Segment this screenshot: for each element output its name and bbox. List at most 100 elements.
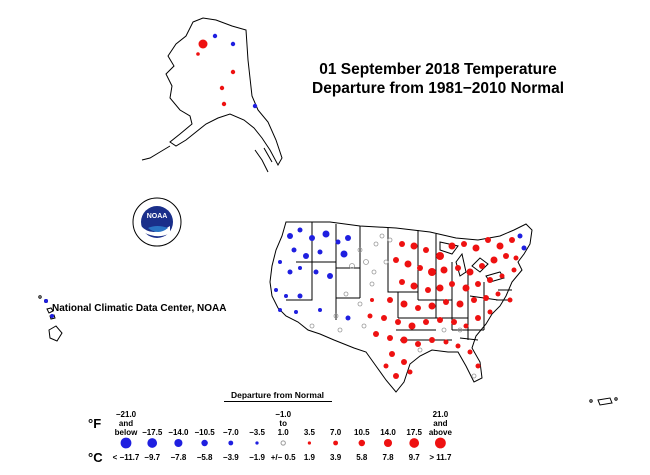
- station-dot: [415, 305, 421, 311]
- station-dot: [503, 253, 509, 259]
- legend-c-label: −3.9: [222, 453, 239, 462]
- legend-c-label: > 11.7: [429, 453, 452, 462]
- station-dot: [471, 297, 477, 303]
- legend-c-label: −1.9: [249, 453, 265, 462]
- noaa-logo: NOAA: [132, 197, 182, 247]
- station-dot: [436, 284, 444, 292]
- legend-symbol: [383, 438, 393, 448]
- station-dot: [404, 260, 412, 268]
- station-dot: [361, 323, 367, 329]
- legend-symbol: [435, 437, 446, 449]
- station-dot: [448, 242, 456, 250]
- station-dot: [309, 235, 315, 241]
- station-dot: [367, 313, 373, 319]
- station-dot: [393, 257, 399, 263]
- station-dot: [455, 343, 461, 349]
- station-dot: [410, 242, 418, 250]
- conus-map: [269, 221, 533, 393]
- station-dot: [490, 256, 498, 264]
- legend-c-label: −5.8: [196, 453, 213, 462]
- station-dot: [425, 287, 431, 293]
- station-dot: [387, 237, 393, 243]
- legend-unit-fahrenheit: °F: [88, 416, 102, 431]
- station-dot: [441, 327, 447, 333]
- station-dot: [383, 259, 389, 265]
- station-dot: [463, 323, 469, 329]
- legend-c-label: 1.9: [303, 453, 315, 462]
- legend-c-label: < −11.7: [112, 453, 140, 462]
- conus-stations: [274, 227, 527, 379]
- station-dot: [462, 284, 470, 292]
- map-title-line-1: 01 September 2018 Temperature: [319, 61, 557, 78]
- station-dot: [345, 315, 351, 321]
- station-dot: [483, 295, 489, 301]
- station-dot: [291, 247, 297, 253]
- station-dot: [423, 247, 429, 253]
- station-dot: [287, 233, 293, 239]
- station-dot: [499, 273, 505, 279]
- station-dot: [369, 281, 375, 287]
- station-dot: [509, 237, 515, 243]
- station-dot: [278, 260, 282, 264]
- puerto-rico-map: [589, 397, 618, 406]
- station-dot: [461, 241, 467, 247]
- legend-unit-celsius: °C: [88, 450, 103, 465]
- station-dot: [440, 266, 448, 274]
- legend-c-label: +/− 0.5: [270, 453, 296, 462]
- legend-c-label: −9.7: [144, 453, 161, 462]
- station-dot: [471, 373, 477, 379]
- station-dot: [313, 269, 319, 275]
- legend-symbol: [280, 440, 286, 446]
- legend-f-label: 7.0: [330, 428, 342, 437]
- station-dot: [387, 335, 393, 341]
- station-dot: [521, 245, 527, 251]
- legend-c-label: 3.9: [330, 453, 342, 462]
- legend-c-label: 9.7: [408, 453, 420, 462]
- station-dot: [278, 308, 282, 312]
- station-dot: [457, 327, 463, 333]
- legend-symbol: [228, 440, 234, 446]
- legend-symbol: [255, 441, 259, 445]
- station-dot: [294, 310, 298, 314]
- station-dot: [475, 363, 481, 369]
- legend-f-label: −7.0: [222, 428, 239, 437]
- station-dot: [345, 235, 351, 241]
- station-dot: [379, 233, 385, 239]
- alaska-map: [141, 17, 283, 173]
- station-dot: [410, 282, 418, 290]
- station-dot: [436, 252, 444, 260]
- legend-f-label: −1.0 to 1.0: [275, 410, 292, 437]
- station-dot: [401, 359, 407, 365]
- legend-title-underline: [224, 401, 332, 402]
- map-title-line-2: Departure from 1981−2010 Normal: [312, 80, 564, 97]
- station-dot: [373, 241, 379, 247]
- legend-f-label: −17.5: [142, 428, 163, 437]
- legend-title: Departure from Normal: [231, 390, 325, 400]
- station-dot: [371, 269, 377, 275]
- station-dot: [513, 255, 519, 261]
- station-dot: [428, 268, 436, 276]
- legend-symbol: [147, 438, 158, 448]
- station-dot: [287, 269, 293, 275]
- legend-f-label: 17.5: [406, 428, 422, 437]
- station-dot: [393, 373, 399, 379]
- station-dot: [511, 267, 517, 273]
- legend-c-label: −7.8: [170, 453, 187, 462]
- station-dot: [428, 302, 436, 310]
- legend-symbol: [307, 441, 312, 445]
- legend-f-label: −14.0: [168, 428, 189, 437]
- station-dot: [475, 281, 481, 287]
- station-dot: [318, 308, 322, 312]
- station-dot: [495, 291, 501, 297]
- station-dot: [487, 309, 493, 315]
- station-dot: [340, 250, 348, 258]
- station-dot: [429, 337, 435, 343]
- station-dot: [507, 297, 513, 303]
- station-dot: [479, 263, 485, 269]
- station-dot: [383, 363, 389, 369]
- legend-symbol: [409, 438, 420, 448]
- map-title: 01 September 2018 Temperature Departure …: [288, 60, 588, 98]
- station-dot: [456, 300, 464, 308]
- station-dot: [309, 323, 315, 329]
